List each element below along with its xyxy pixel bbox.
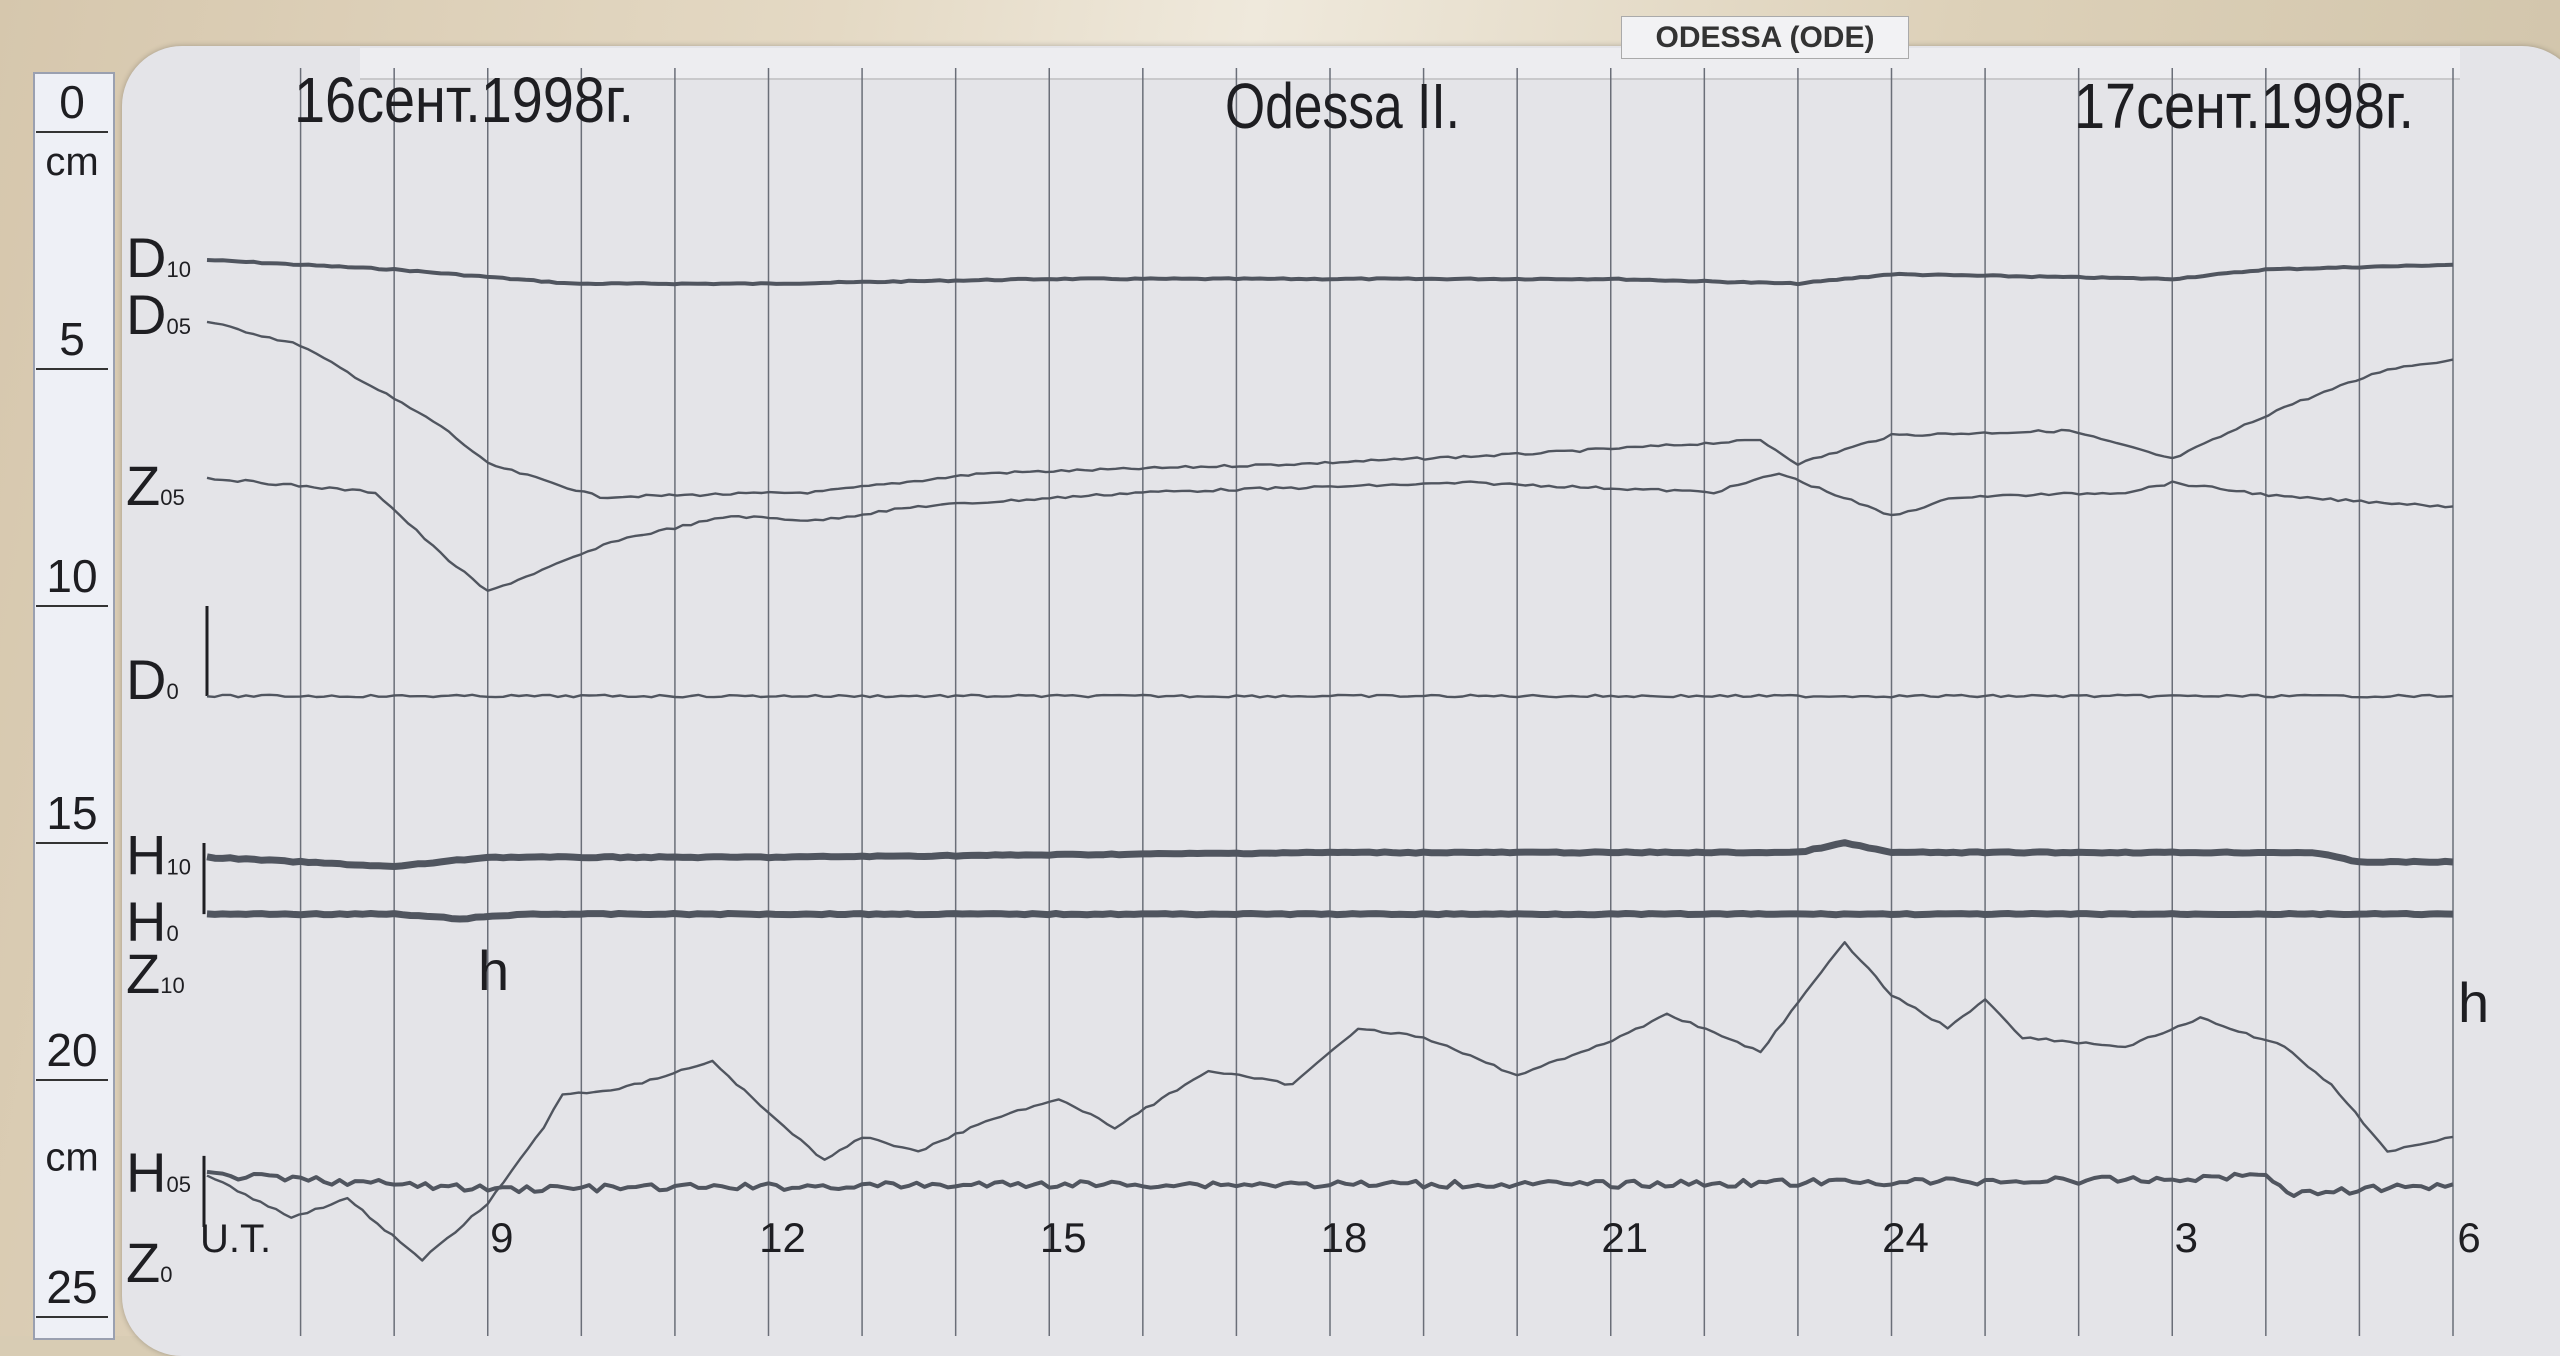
date-right: 17сент.1998г. xyxy=(2074,70,2414,142)
traces xyxy=(202,258,2454,1262)
channel-label: Z10 xyxy=(126,942,185,1005)
x-tick-label: 3 xyxy=(2175,1214,2198,1261)
x-tick-label: 18 xyxy=(1321,1214,1368,1261)
magnetogram-paper xyxy=(122,46,2560,1356)
x-tick-label: 12 xyxy=(759,1214,806,1261)
ruler-label: 20 xyxy=(46,1024,97,1076)
ruler-label: 25 xyxy=(46,1261,97,1313)
hour-grid xyxy=(299,68,2454,1336)
trace-z xyxy=(206,941,2454,1262)
channel-label: D10 xyxy=(126,226,191,289)
x-tick-label: 24 xyxy=(1882,1214,1929,1261)
x-tick-label: 21 xyxy=(1601,1214,1648,1261)
trace-d05 xyxy=(206,320,2454,500)
channel-label: H10 xyxy=(126,823,191,886)
channel-label: Z0 xyxy=(126,1231,172,1294)
hour-mark-left: h xyxy=(478,939,509,1002)
channel-label: Z05 xyxy=(126,454,185,517)
ruler-label: cm xyxy=(45,1135,98,1179)
tape-strip xyxy=(360,48,2460,80)
chart-title: Odessa II. xyxy=(1225,70,1460,142)
ruler-label: 5 xyxy=(59,313,85,365)
trace-h0 xyxy=(206,910,2454,923)
ruler-label: cm xyxy=(45,140,98,184)
date-left: 16сент.1998г. xyxy=(294,64,634,136)
cm-ruler xyxy=(33,72,115,1340)
ruler-labels: 0 cm 5 10 15 20 cm 25 xyxy=(36,76,108,1318)
x-tick-label: 9 xyxy=(490,1214,513,1261)
channel-label: D05 xyxy=(126,283,191,346)
channel-label: H0 xyxy=(126,890,179,953)
channel-label: D0 xyxy=(126,648,179,711)
x-tick-labels: 9 12 15 18 21 24 3 6 xyxy=(490,1214,2481,1261)
station-label: ODESSA (ODE) xyxy=(1621,16,1909,59)
trace-d0 xyxy=(206,693,2454,699)
trace-h05 xyxy=(206,1169,2454,1198)
trace-z05 xyxy=(206,472,2454,592)
trace-h10 xyxy=(206,839,2454,870)
trace-d10 xyxy=(206,258,2454,287)
x-tick-label: 6 xyxy=(2457,1214,2480,1261)
ruler-label: 15 xyxy=(46,787,97,839)
channel-label: H05 xyxy=(126,1141,191,1204)
ruler-label: 0 xyxy=(59,76,85,128)
x-tick-label: 15 xyxy=(1040,1214,1087,1261)
x-unit-label: U.T. xyxy=(200,1217,271,1261)
hour-mark-right: h xyxy=(2458,971,2489,1034)
ruler-label: 10 xyxy=(46,550,97,602)
